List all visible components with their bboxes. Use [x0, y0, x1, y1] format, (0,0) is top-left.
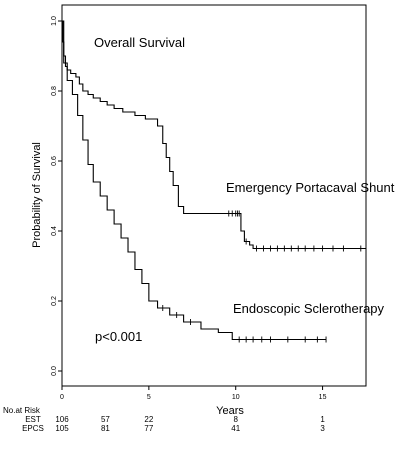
plot-frame — [61, 4, 367, 387]
chart-title: Overall Survival — [94, 35, 185, 50]
risk-value: 105 — [55, 424, 69, 433]
y-tick-label: 0.8 — [51, 86, 58, 96]
series-label-est: Endoscopic Sclerotherapy — [233, 301, 385, 316]
risk-row-label: EST — [25, 415, 41, 424]
risk-table-title: No.at Risk — [3, 406, 41, 415]
x-tick-label: 10 — [232, 394, 240, 401]
risk-value: 57 — [101, 415, 110, 424]
risk-value: 106 — [55, 415, 69, 424]
x-axis-label: Years — [216, 405, 244, 417]
risk-value: 81 — [101, 424, 110, 433]
y-tick-label: 0.0 — [51, 366, 58, 376]
epcs-survival-curve — [62, 20, 366, 250]
est-survival-curve — [62, 20, 327, 341]
risk-value: 77 — [144, 424, 153, 433]
y-tick-label: 1.0 — [51, 16, 58, 26]
pvalue-label: p<0.001 — [95, 329, 142, 344]
y-axis-label: Probability of Survival — [31, 142, 43, 248]
risk-value: 8 — [233, 415, 238, 424]
y-tick-label: 0.2 — [51, 296, 58, 306]
y-tick-label: 0.6 — [51, 156, 58, 166]
x-tick-label: 0 — [60, 394, 64, 401]
risk-value: 1 — [320, 415, 325, 424]
x-tick-label: 15 — [319, 394, 327, 401]
y-tick-label: 0.4 — [51, 226, 58, 236]
risk-value: 22 — [144, 415, 153, 424]
risk-row-label: EPCS — [22, 424, 44, 433]
risk-value: 41 — [231, 424, 240, 433]
x-tick-label: 5 — [147, 394, 151, 401]
series-label-epcs: Emergency Portacaval Shunt — [226, 180, 395, 195]
risk-value: 3 — [320, 424, 325, 433]
